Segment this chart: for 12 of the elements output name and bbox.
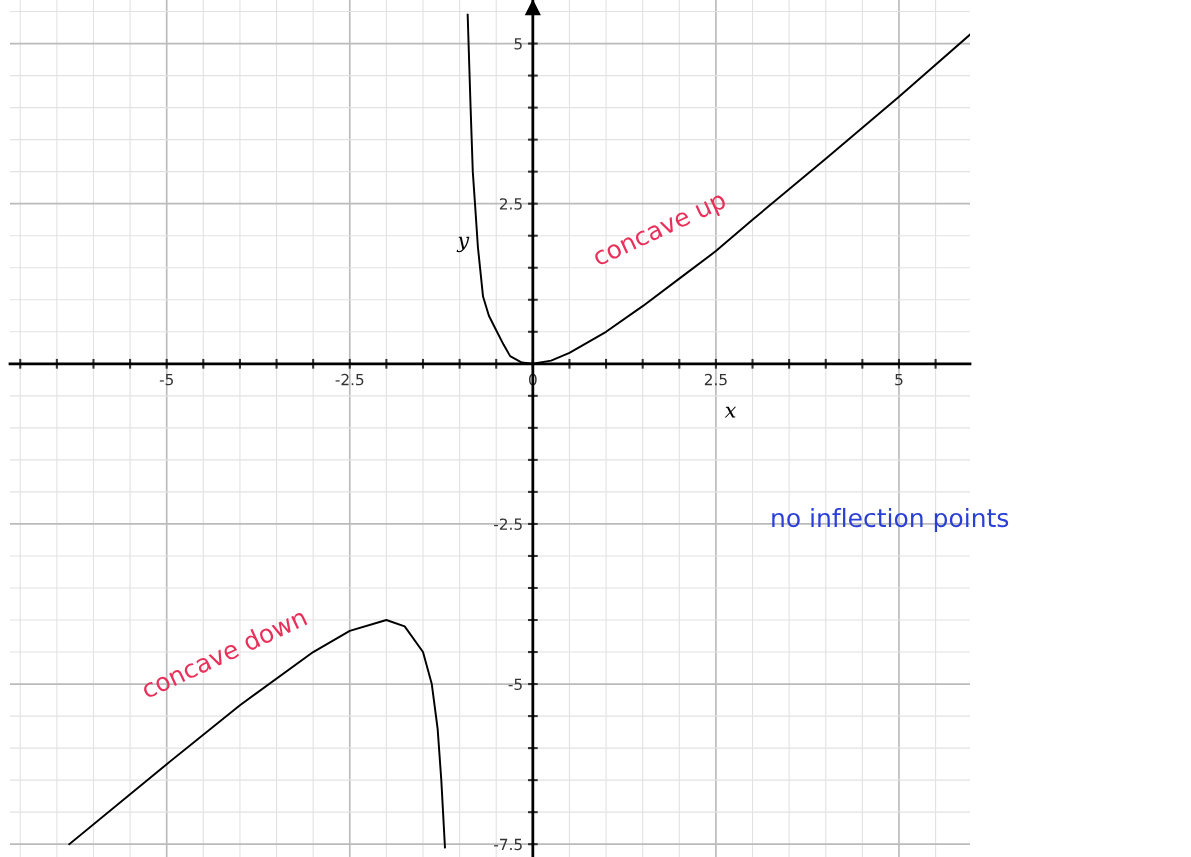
x-tick-label: -2.5 [335, 373, 364, 386]
y-tick-label: 2.5 [499, 198, 522, 210]
x-tick-label: -5 [159, 374, 173, 386]
y-axis-title: y [456, 236, 470, 253]
y-tick-label: 5 [514, 38, 522, 50]
x-tick-label: 2.5 [704, 373, 727, 386]
x-tick-label: 5 [895, 374, 903, 386]
y-tick-label: -5 [508, 678, 522, 691]
y-tick-label: -7.5 [494, 838, 522, 851]
y-tick-label: -2.5 [494, 518, 522, 530]
annotation: no inflection points [772, 507, 1009, 533]
x-axis-title: x [724, 406, 737, 418]
